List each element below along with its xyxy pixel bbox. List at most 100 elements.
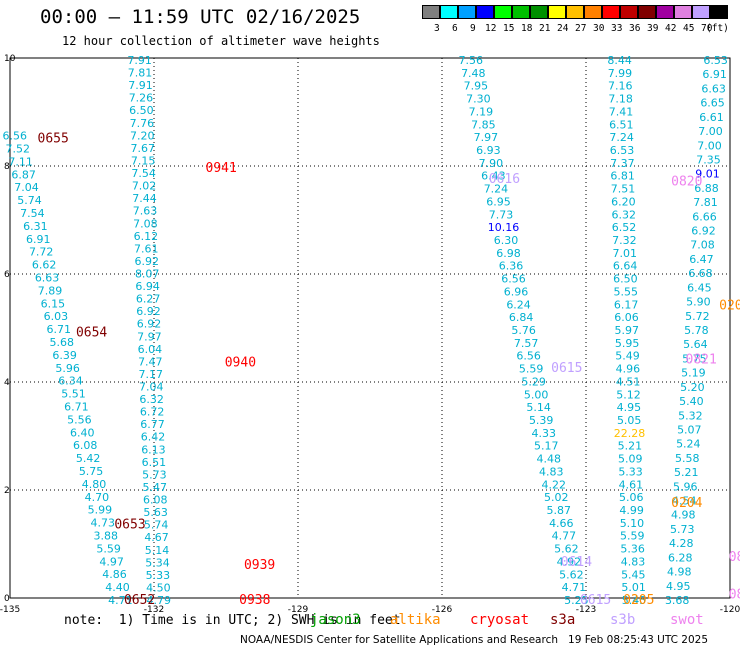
swh-value: 7.95 bbox=[464, 80, 489, 93]
swh-value: 7.08 bbox=[133, 217, 158, 230]
swh-value: 5.74 bbox=[17, 194, 42, 207]
swh-value: 7.32 bbox=[612, 234, 637, 247]
pass-time-label: 0941 bbox=[206, 161, 237, 176]
swh-value: 5.21 bbox=[674, 466, 699, 479]
legend-label: 18 bbox=[521, 23, 533, 34]
y-tick-label: 4 bbox=[4, 378, 10, 388]
legend-label: 12 bbox=[485, 23, 497, 34]
swh-value: 7.16 bbox=[608, 80, 633, 93]
swh-value: 6.87 bbox=[11, 168, 36, 181]
swh-value: 4.98 bbox=[671, 509, 696, 522]
swh-value: 5.12 bbox=[616, 388, 641, 401]
swh-value: 5.17 bbox=[534, 440, 559, 453]
legend-swatch bbox=[602, 5, 620, 19]
swh-value: 7.91 bbox=[127, 54, 152, 67]
swh-value: 3.88 bbox=[93, 530, 118, 543]
legend-swatch bbox=[584, 5, 602, 19]
swh-value: 7.47 bbox=[138, 355, 163, 368]
legend-label: 15 bbox=[503, 23, 515, 34]
swh-value: 6.56 bbox=[501, 273, 526, 286]
swh-value: 7.04 bbox=[14, 181, 39, 194]
swh-value: 5.63 bbox=[143, 506, 168, 519]
swh-value: 5.25 bbox=[564, 594, 589, 607]
swh-value: 4.77 bbox=[552, 530, 577, 543]
swh-value: 6.32 bbox=[611, 208, 636, 221]
swh-value: 7.18 bbox=[608, 93, 633, 106]
swh-value: 6.28 bbox=[668, 551, 693, 564]
swh-value: 6.40 bbox=[70, 426, 95, 439]
pass-time-label: 0652 bbox=[124, 593, 155, 608]
swh-value: 4.71 bbox=[108, 594, 133, 607]
swh-value: 7.20 bbox=[130, 129, 155, 142]
pass-time-label: 0822 bbox=[729, 550, 740, 565]
pass-time-label: 0203 bbox=[719, 299, 740, 314]
swh-value: 7.89 bbox=[38, 284, 63, 297]
x-tick-label: -135 bbox=[0, 605, 20, 615]
swh-value: 4.71 bbox=[562, 581, 587, 594]
swh-value: 5.51 bbox=[61, 388, 86, 401]
swh-value: 5.72 bbox=[685, 310, 710, 323]
legend-swatch bbox=[476, 5, 494, 19]
swh-value: 5.33 bbox=[146, 569, 171, 582]
legend-swatch bbox=[440, 5, 458, 19]
swh-value: 5.55 bbox=[614, 285, 639, 298]
swh-value: 6.39 bbox=[52, 349, 77, 362]
swh-value: 4.28 bbox=[669, 537, 694, 550]
pass-time-label: 0655 bbox=[38, 131, 69, 146]
pass-time-label: 0653 bbox=[114, 517, 145, 532]
swh-value: 5.42 bbox=[76, 452, 101, 465]
pass-time-label: 0204 bbox=[671, 496, 702, 511]
swh-value: 5.62 bbox=[559, 568, 584, 581]
swh-value: 7.54 bbox=[20, 207, 45, 220]
swh-value: 6.63 bbox=[35, 272, 60, 285]
swh-value: 7.19 bbox=[469, 105, 494, 118]
swh-value: 5.95 bbox=[615, 337, 640, 350]
legend-swatch bbox=[458, 5, 476, 19]
swh-value: 6.27 bbox=[136, 293, 161, 306]
swh-value: 6.30 bbox=[494, 234, 519, 247]
chart-title: 00:00 – 11:59 UTC 02/16/2025 bbox=[40, 6, 361, 28]
swh-value: 6.68 bbox=[688, 267, 713, 280]
legend-swatch bbox=[656, 5, 674, 19]
pass-time-label: 0820 bbox=[671, 175, 702, 190]
swh-value: 6.56 bbox=[516, 350, 541, 363]
swh-value: 4.92 bbox=[557, 555, 582, 568]
swh-value: 4.97 bbox=[99, 555, 124, 568]
x-tick-label: -129 bbox=[288, 605, 309, 615]
legend-swatch bbox=[548, 5, 566, 19]
swh-value: 7.11 bbox=[8, 155, 33, 168]
swh-value: 7.08 bbox=[690, 239, 715, 252]
swh-value: 6.92 bbox=[691, 225, 716, 238]
credit-text: NOAA/NESDIS Center for Satellite Applica… bbox=[240, 634, 558, 646]
swh-value: 5.36 bbox=[620, 543, 645, 556]
swh-value: 4.83 bbox=[539, 465, 564, 478]
swh-value: 6.13 bbox=[141, 443, 166, 456]
legend-swatch bbox=[674, 5, 692, 19]
swh-value: 7.85 bbox=[471, 118, 496, 131]
swh-value: 5.24 bbox=[676, 438, 701, 451]
swh-value: 5.01 bbox=[621, 581, 646, 594]
swh-value: 4.99 bbox=[619, 504, 644, 517]
legend-swatch bbox=[620, 5, 638, 19]
swh-value: 4.48 bbox=[536, 453, 561, 466]
swh-value: 4.40 bbox=[105, 581, 130, 594]
swh-value: 5.20 bbox=[680, 381, 705, 394]
swh-value: 6.17 bbox=[614, 298, 639, 311]
swh-value: 6.92 bbox=[136, 305, 161, 318]
swh-value: 7.97 bbox=[474, 131, 499, 144]
swh-value: 6.50 bbox=[613, 273, 638, 286]
legend-label: 39 bbox=[647, 23, 659, 34]
swh-value: 4.95 bbox=[617, 401, 642, 414]
swh-value: 5.97 bbox=[615, 324, 640, 337]
swh-value: 4.33 bbox=[531, 427, 556, 440]
swh-value: 5.10 bbox=[620, 517, 645, 530]
swh-value: 5.90 bbox=[686, 296, 711, 309]
swh-value: 5.21 bbox=[618, 440, 643, 453]
plot-frame bbox=[9, 57, 731, 599]
swh-value: 6.77 bbox=[140, 418, 165, 431]
legend-label: 27 bbox=[575, 23, 587, 34]
swh-value: 6.62 bbox=[32, 259, 57, 272]
pass-time-label: 0615 bbox=[580, 593, 611, 608]
pass-time-label: 0940 bbox=[225, 355, 256, 370]
swh-value: 6.91 bbox=[26, 233, 51, 246]
